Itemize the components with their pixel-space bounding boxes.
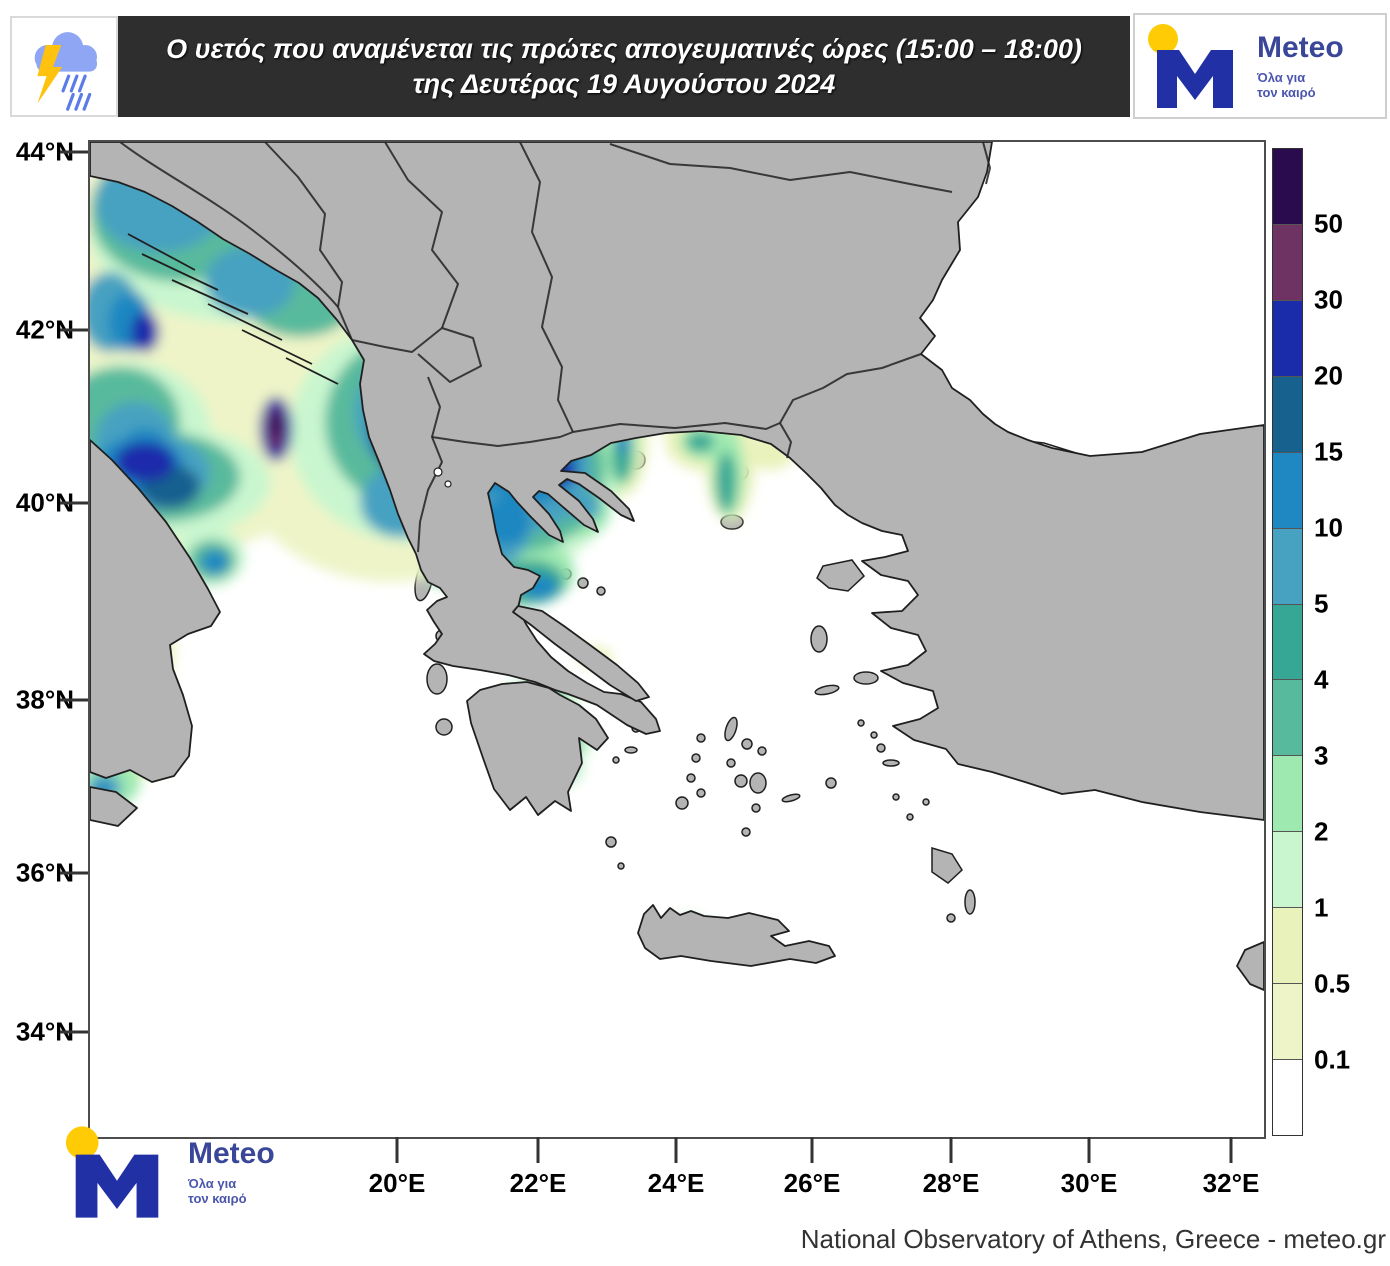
logo-m-glyph — [75, 1154, 159, 1218]
lon-tick — [536, 1137, 540, 1163]
lon-tick — [674, 1137, 678, 1163]
colorbar-segment — [1273, 376, 1302, 453]
colorbar-label: 4 — [1314, 664, 1329, 695]
lat-tick — [60, 1030, 88, 1034]
lat-tick — [60, 150, 88, 154]
colorbar-segment — [1273, 528, 1302, 605]
colorbar-segment — [1273, 300, 1302, 377]
logo-tagline-line1: Όλα για — [1257, 70, 1306, 85]
colorbar-label: 50 — [1314, 208, 1343, 239]
meteo-logo-box: Meteo Όλα για τον καιρό — [1133, 13, 1387, 119]
colorbar-label: 1 — [1314, 892, 1329, 923]
map-panel — [88, 140, 1266, 1139]
lon-label: 24°E — [647, 1168, 705, 1198]
lat-tick — [60, 698, 88, 702]
meteo-logo-mark — [1148, 24, 1233, 108]
storm-icon-box — [10, 16, 118, 117]
precipitation-colorbar — [1272, 148, 1303, 1136]
precipitation-map — [90, 142, 1264, 1137]
lightning-bolt — [37, 44, 63, 104]
logo-yellow-dot — [1148, 24, 1178, 54]
colorbar-segment — [1273, 756, 1302, 833]
lon-label: 30°E — [1060, 1168, 1118, 1198]
colorbar-label: 5 — [1314, 588, 1329, 619]
colorbar-label: 3 — [1314, 740, 1329, 771]
colorbar-segment — [1273, 1060, 1302, 1135]
colorbar-segment — [1273, 224, 1302, 301]
lon-tick — [1229, 1137, 1233, 1163]
lon-tick — [395, 1137, 399, 1163]
lon-tick — [1087, 1137, 1091, 1163]
lon-label: 20°E — [368, 1168, 426, 1198]
footer-meteo-logo: Meteo Όλα για τον καιρό — [58, 1122, 275, 1222]
colorbar-label: 30 — [1314, 284, 1343, 315]
country-borders — [119, 142, 991, 553]
colorbar-segment — [1273, 832, 1302, 909]
logo-tagline-line1: Όλα για — [188, 1176, 237, 1191]
logo-tagline-line2: τον καιρό — [1257, 85, 1316, 100]
logo-brand-text: Meteo — [188, 1137, 275, 1170]
map-title-line1: Ο υετός που αναμένεται τις πρώτες απογευ… — [166, 33, 1082, 64]
attribution-text: National Observatory of Athens, Greece -… — [800, 1224, 1386, 1254]
colorbar-label: 0.1 — [1314, 1044, 1351, 1075]
lon-label: 32°E — [1202, 1168, 1260, 1198]
lat-tick — [60, 328, 88, 332]
colorbar-segment — [1273, 149, 1302, 225]
colorbar-segment — [1273, 984, 1302, 1061]
meteo-logo-mark — [65, 1126, 159, 1218]
lon-label: 22°E — [509, 1168, 567, 1198]
croatian-islands — [127, 233, 339, 385]
colorbar-segment — [1273, 452, 1302, 529]
lon-tick — [810, 1137, 814, 1163]
rain-streaks — [61, 74, 92, 111]
lakes — [433, 467, 452, 488]
lat-tick — [60, 871, 88, 875]
colorbar-label: 20 — [1314, 360, 1343, 391]
lon-label: 26°E — [783, 1168, 841, 1198]
colorbar-label: 10 — [1314, 512, 1343, 543]
colorbar-label: 0.5 — [1314, 968, 1351, 999]
lon-label: 28°E — [922, 1168, 980, 1198]
colorbar-segment — [1273, 908, 1302, 985]
colorbar-label: 15 — [1314, 436, 1343, 467]
logo-brand-text: Meteo — [1257, 31, 1344, 64]
coastline-border-layer — [90, 142, 1264, 991]
storm-cloud-rain-icon — [34, 31, 97, 111]
logo-yellow-dot — [65, 1126, 99, 1159]
map-title-line2: της Δευτέρας 19 Αυγούστου 2024 — [412, 68, 836, 99]
lat-tick — [60, 501, 88, 505]
logo-tagline-line2: τον καιρό — [188, 1191, 247, 1206]
colorbar-segment — [1273, 604, 1302, 681]
title-banner: Ο υετός που αναμένεται τις πρώτες απογευ… — [118, 16, 1130, 117]
colorbar-label: 2 — [1314, 816, 1329, 847]
lon-tick — [949, 1137, 953, 1163]
logo-m-glyph — [1157, 50, 1233, 108]
colorbar-segment — [1273, 680, 1302, 757]
